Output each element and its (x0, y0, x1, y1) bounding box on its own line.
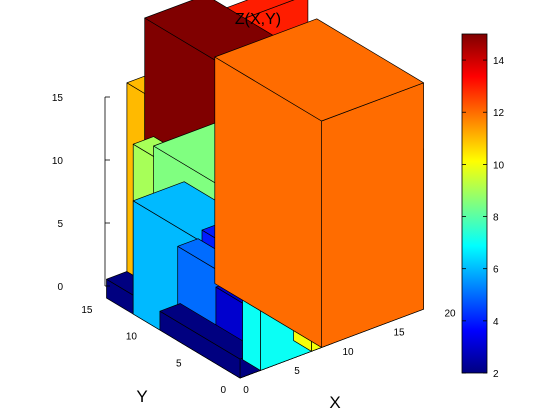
colorbar: 2 4 6 8 10 12 14 (461, 33, 505, 380)
z-tick-label: 15 (52, 93, 64, 104)
colorbar-tick-label: 10 (493, 160, 505, 171)
y-tick-label: 10 (126, 332, 138, 343)
z-tick-label: 0 (57, 282, 63, 293)
x-tick-label: 15 (393, 328, 405, 339)
y-tick-label: 5 (176, 358, 182, 369)
colorbar-tick-label: 2 (493, 369, 499, 380)
axes: 0 5 10 15 0 5 10 15 0 5 10 15 20 (52, 93, 456, 396)
bar-block (214, 18, 424, 348)
colorbar-tick-label: 14 (493, 56, 505, 67)
y-axis-label: Y (136, 387, 147, 406)
colorbar-tick-label: 12 (493, 108, 505, 119)
colorbar-tick-label: 4 (493, 317, 499, 328)
x-tick-label: 10 (342, 347, 354, 358)
z-tick-label: 5 (57, 219, 63, 230)
colorbar-gradient (461, 33, 488, 374)
y-tick-label: 15 (81, 305, 93, 316)
block-top-face (214, 18, 424, 122)
z-tick-label: 10 (52, 156, 64, 167)
y-tick-label: 0 (220, 385, 226, 396)
block-front-face (321, 82, 424, 348)
colorbar-tick-label: 6 (493, 265, 499, 276)
x-tick-label: 0 (243, 385, 249, 396)
bar-blocks (106, 0, 424, 379)
colorbar-tick-label: 8 (493, 213, 499, 224)
x-tick-label: 20 (444, 309, 456, 320)
x-tick-label: 5 (294, 366, 300, 377)
x-axis-label: X (329, 393, 340, 412)
chart-title: Z(X,Y) (235, 11, 281, 28)
